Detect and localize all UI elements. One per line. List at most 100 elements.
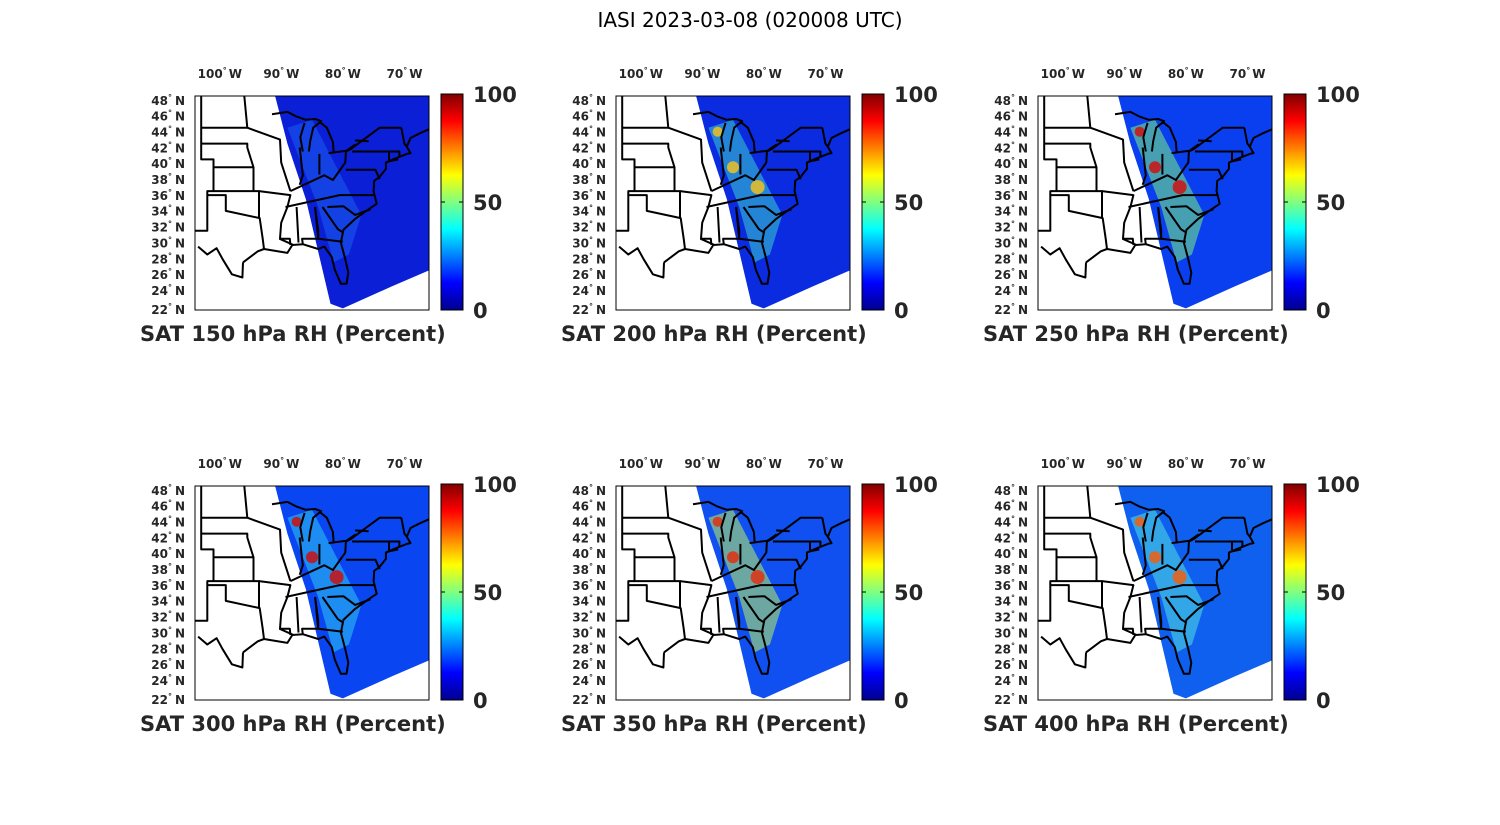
lat-tick-label: 30° N xyxy=(994,625,1028,640)
lat-tick-label: 34° N xyxy=(572,594,606,609)
state-border xyxy=(706,194,796,208)
state-border xyxy=(400,517,408,538)
state-border xyxy=(719,537,725,576)
lon-tick-label: 90° W xyxy=(684,66,720,81)
lat-tick-label: 26° N xyxy=(572,267,606,282)
state-border xyxy=(628,584,686,640)
lat-tick-label: 36° N xyxy=(151,188,185,203)
state-border xyxy=(748,595,792,606)
state-border xyxy=(1121,237,1137,246)
moist-band xyxy=(1130,509,1205,653)
lat-tick-label: 38° N xyxy=(151,172,185,187)
state-border xyxy=(776,139,790,143)
lat-tick-label: 42° N xyxy=(994,140,1028,155)
state-border xyxy=(1114,500,1166,513)
moist-spot xyxy=(1172,180,1187,195)
colorbar-tick-label: 0 xyxy=(1316,299,1331,323)
lon-tick-label: 70° W xyxy=(387,456,423,471)
state-border xyxy=(1232,540,1244,547)
colorbar-tick-label: 0 xyxy=(473,299,488,323)
state-border xyxy=(1141,147,1147,186)
state-border xyxy=(720,122,727,152)
lon-tick-label: 90° W xyxy=(1106,66,1142,81)
state-border xyxy=(389,540,401,547)
figure-title: IASI 2023-03-08 (020008 UTC) xyxy=(597,8,902,32)
lon-tick-label: 70° W xyxy=(808,66,844,81)
lon-tick-label: 80° W xyxy=(1168,456,1204,471)
state-border xyxy=(314,206,343,243)
state-border xyxy=(735,596,764,633)
state-border xyxy=(664,486,713,582)
state-border xyxy=(1142,122,1149,152)
state-border xyxy=(400,127,408,148)
state-border xyxy=(664,96,713,192)
state-border xyxy=(207,194,265,250)
colorbar-tick-label: 100 xyxy=(894,473,938,497)
colorbar-tick-label: 50 xyxy=(894,191,923,215)
state-border xyxy=(1114,110,1166,123)
lat-tick-label: 22° N xyxy=(572,692,606,707)
state-border xyxy=(1142,512,1149,542)
lat-tick-label: 22° N xyxy=(151,692,185,707)
state-border xyxy=(807,548,820,553)
map-panel-150: 100° W 90° W 80° W 70° W 48° N46° N44° N42° N40° N38°… xyxy=(140,66,517,346)
state-border xyxy=(197,635,244,669)
lon-tick-label: 70° W xyxy=(808,456,844,471)
state-border xyxy=(355,529,369,533)
state-border xyxy=(1085,128,1272,285)
map-frame xyxy=(615,95,851,311)
lon-tick-label: 80° W xyxy=(325,66,361,81)
lat-tick-label: 30° N xyxy=(572,625,606,640)
state-border xyxy=(328,143,357,155)
state-border xyxy=(1171,143,1200,155)
state-border xyxy=(271,110,323,123)
state-border xyxy=(1232,150,1244,157)
state-border xyxy=(628,194,686,250)
map-panel-350: 100° W 90° W 80° W 70° W 48° N46° N44° N42° N40° N38°… xyxy=(561,456,938,736)
lat-tick-label: 42° N xyxy=(151,530,185,545)
lat-tick-label: 28° N xyxy=(151,251,185,266)
state-border xyxy=(1086,486,1135,582)
state-border xyxy=(1141,537,1147,576)
lat-tick-label: 30° N xyxy=(151,625,185,640)
lon-tick-label: 90° W xyxy=(263,66,299,81)
lat-tick-label: 26° N xyxy=(151,267,185,282)
lat-tick-label: 44° N xyxy=(994,125,1028,140)
state-border xyxy=(1188,168,1224,180)
lat-tick-label: 32° N xyxy=(572,220,606,235)
lon-tick-label: 90° W xyxy=(263,456,299,471)
state-border xyxy=(389,150,401,157)
lat-tick-label: 38° N xyxy=(994,562,1028,577)
state-border xyxy=(716,596,721,633)
lat-tick-label: 28° N xyxy=(151,641,185,656)
state-border xyxy=(766,558,802,570)
state-border xyxy=(1150,121,1178,152)
state-border xyxy=(622,532,676,582)
state-border xyxy=(821,127,829,148)
state-border xyxy=(728,121,756,152)
state-border xyxy=(810,540,822,547)
lon-tick-label: 80° W xyxy=(746,456,782,471)
lat-tick-label: 48° N xyxy=(572,93,606,108)
state-border xyxy=(285,584,375,598)
state-border xyxy=(776,529,790,533)
state-border xyxy=(679,190,713,246)
lat-tick-label: 36° N xyxy=(572,188,606,203)
state-border xyxy=(1050,584,1108,640)
state-border xyxy=(298,537,304,576)
lat-tick-label: 38° N xyxy=(572,172,606,187)
colorbar-tick-label: 100 xyxy=(473,83,517,107)
state-border xyxy=(243,96,292,192)
colorbar-tick-label: 50 xyxy=(1316,581,1345,605)
lon-tick-label: 70° W xyxy=(1230,456,1266,471)
colorbar-tick-label: 100 xyxy=(894,83,938,107)
lat-tick-label: 24° N xyxy=(994,673,1028,688)
state-border xyxy=(295,596,300,633)
map-panel-250: 100° W 90° W 80° W 70° W 48° N46° N44° N42° N40° N38°… xyxy=(983,66,1360,346)
state-border xyxy=(692,110,744,123)
state-border xyxy=(622,142,676,192)
state-border xyxy=(1229,158,1242,163)
lat-tick-label: 26° N xyxy=(572,657,606,672)
state-border xyxy=(1229,548,1242,553)
lat-tick-label: 44° N xyxy=(572,515,606,530)
